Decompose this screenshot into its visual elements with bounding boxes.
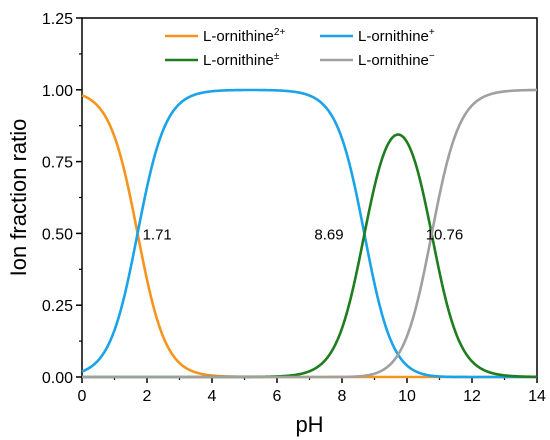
series-line-3 (81, 88, 538, 379)
legend-label-name: L-ornithine (203, 52, 274, 69)
x-tick-label: 6 (273, 388, 282, 405)
legend-label-charge: 2+ (274, 27, 286, 38)
legend-label-charge: − (429, 51, 435, 62)
y-tick-label: 0.25 (42, 298, 73, 315)
legend-label: L-ornithine2+ (203, 27, 285, 45)
legend-label-name: L-ornithine (203, 28, 274, 45)
y-tick-label: 1.25 (42, 11, 73, 28)
series-lines (81, 88, 538, 379)
series-line-1 (81, 88, 538, 379)
x-tick-label: 8 (338, 388, 347, 405)
y-tick-label: 0.75 (42, 155, 73, 172)
legend-label-charge: ± (274, 51, 280, 62)
legend: L-ornithine2+ L-ornithine+L-ornithine± L-o… (165, 27, 435, 69)
pka-label: 8.69 (314, 226, 343, 243)
plot-frame (81, 17, 538, 378)
legend-label: L-ornithine+ (358, 27, 435, 45)
y-tick-label: 0.00 (42, 370, 73, 387)
x-tick-label: 14 (528, 388, 546, 405)
legend-label-name: L-ornithine (358, 52, 429, 69)
axes: 0 2 4 6 8 10 12 14 0.00 0.25 0.50 0.75 1.00 1.25 (42, 11, 546, 405)
x-tick-label: 0 (78, 388, 87, 405)
pka-annotations: 1.71 8.69 10.76 (143, 226, 464, 243)
legend-label: L-ornithine± (203, 51, 280, 69)
x-axis-title: pH (295, 412, 323, 437)
legend-label: L-ornithine− (358, 51, 435, 69)
x-tick-label: 12 (463, 388, 481, 405)
pka-label: 1.71 (143, 226, 172, 243)
pka-label: 10.76 (426, 226, 464, 243)
y-tick-label: 0.50 (42, 226, 73, 243)
legend-label-charge: + (429, 27, 435, 38)
x-tick-label: 10 (398, 388, 416, 405)
y-tick-label: 1.00 (42, 83, 73, 100)
x-tick-label: 4 (208, 388, 217, 405)
y-axis-title: Ion fraction ratio (6, 119, 31, 277)
x-tick-label: 2 (143, 388, 152, 405)
legend-label-name: L-ornithine (358, 28, 429, 45)
